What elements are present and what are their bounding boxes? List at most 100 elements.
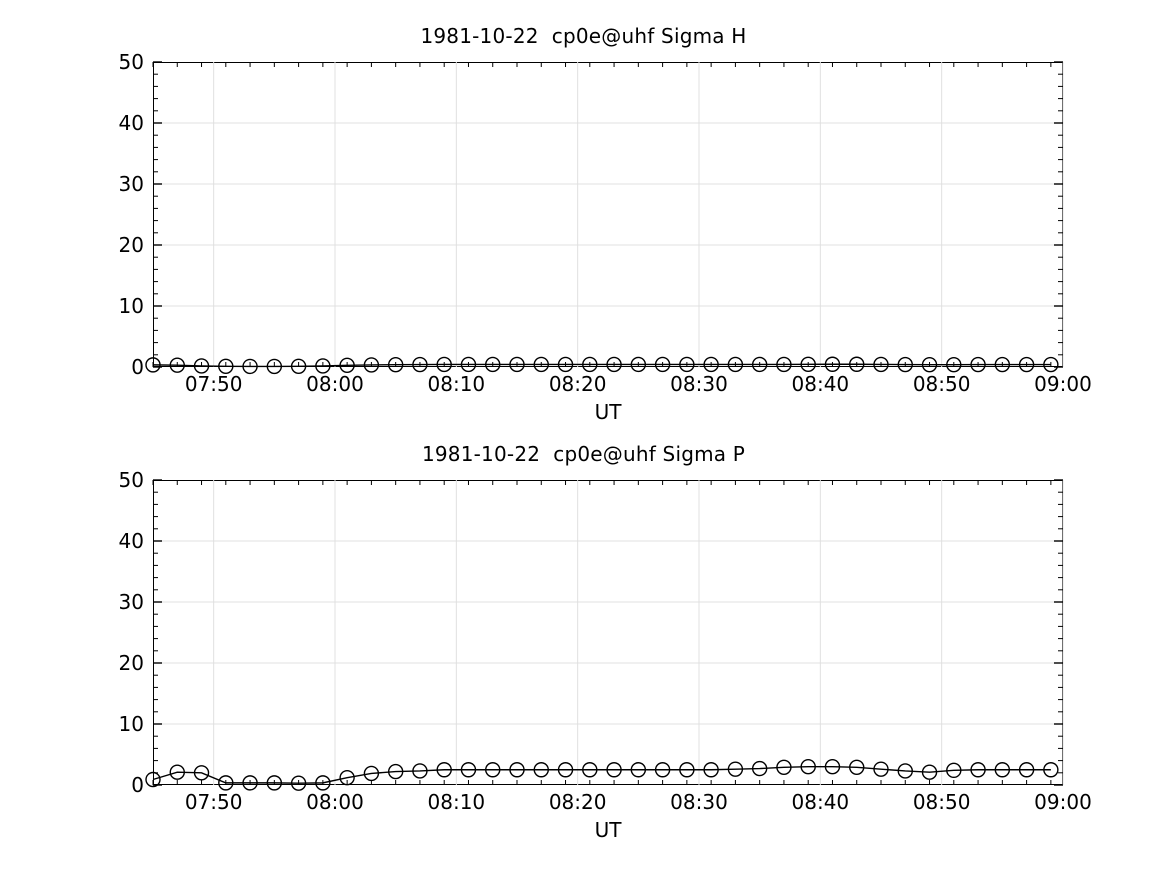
x-axis-tick-labels: 07:50 08:00 08:10 08:20 08:30 08:40 08:50 09:00: [153, 790, 1092, 818]
plot-frame: [153, 480, 1063, 785]
data-point-marker: [776, 356, 792, 373]
data-point-marker: [800, 356, 816, 373]
data-point-marker: [387, 356, 404, 373]
series-line: [152, 766, 1051, 784]
data-point-marker: [533, 356, 549, 373]
x-tick-label: 08:20: [548, 372, 607, 396]
y-tick-label: 50: [118, 50, 144, 74]
x-tick-label: 08:20: [548, 790, 607, 814]
data-point-marker: [654, 356, 671, 373]
data-point-marker: [436, 762, 452, 778]
data-point-marker: [363, 765, 380, 782]
data-point-marker: [557, 762, 574, 778]
data-point-marker: [606, 356, 622, 373]
data-point-marker: [703, 762, 719, 778]
x-tick-label: 09:00: [1034, 790, 1092, 814]
x-tick-label: 08:00: [306, 790, 364, 814]
y-tick-label: 40: [118, 529, 144, 553]
data-point-marker: [169, 357, 185, 373]
data-point-marker: [169, 764, 185, 780]
x-tick-label: 08:40: [791, 790, 850, 814]
chart-title: 1981-10-22 cp0e@uhf Sigma P: [421, 442, 746, 466]
y-tick-label: 0: [131, 773, 144, 797]
data-point-marker: [1018, 356, 1035, 373]
data-point-marker: [897, 763, 913, 779]
data-point-marker: [921, 764, 938, 780]
data-point-marker: [849, 759, 865, 776]
x-tick-label: 08:30: [670, 790, 728, 814]
y-tick-label: 40: [118, 111, 144, 135]
data-point-marker: [363, 357, 380, 373]
y-axis-tick-labels: 0 10 20 30 40 50: [60, 50, 144, 379]
x-axis-label: UT: [594, 400, 622, 424]
data-point-marker: [824, 356, 841, 372]
data-point-marker: [242, 358, 258, 375]
x-tick-label: 08:10: [427, 790, 486, 814]
plot-canvas: [145, 479, 1064, 791]
data-point-marker: [315, 358, 331, 374]
y-tick-label: 30: [118, 590, 144, 614]
data-point-marker: [412, 356, 428, 373]
data-point-marker: [1018, 762, 1035, 778]
data-point-marker: [145, 771, 161, 788]
data-point-marker: [630, 762, 647, 778]
x-tick-label: 09:00: [1034, 372, 1092, 396]
data-point-marker: [606, 762, 622, 778]
y-tick-label: 20: [118, 233, 144, 257]
data-point-marker: [509, 356, 525, 373]
y-tick-label: 20: [118, 651, 144, 675]
data-point-marker: [509, 762, 525, 778]
data-point-marker: [266, 775, 283, 791]
data-point-marker: [533, 762, 549, 778]
data-point-marker: [946, 762, 962, 779]
x-axis-tick-labels: 07:50 08:00 08:10 08:20 08:30 08:40 08:50 09:00: [153, 372, 1092, 400]
chart-sigma-p: 1981-10-22 cp0e@uhf Sigma P 0 10 20 30 40 50 …: [0, 418, 1167, 855]
x-tick-label: 08:50: [912, 372, 971, 396]
plot-frame: [153, 62, 1063, 367]
data-point-marker: [436, 356, 452, 373]
x-tick-label: 08:00: [306, 372, 364, 396]
data-point-marker: [218, 358, 234, 374]
data-point-marker: [339, 769, 355, 786]
data-point-marker: [387, 763, 404, 780]
data-point-marker: [824, 759, 841, 775]
data-point-marker: [290, 358, 307, 374]
data-point-marker: [266, 358, 283, 375]
x-tick-label: 08:40: [791, 372, 850, 396]
data-point-marker: [921, 356, 938, 373]
x-axis-label: UT: [594, 818, 622, 842]
data-point-marker: [315, 775, 331, 791]
y-tick-label: 30: [118, 172, 144, 196]
y-tick-label: 50: [118, 468, 144, 492]
data-point-marker: [679, 356, 695, 373]
data-point-marker: [873, 761, 889, 777]
data-point-marker: [994, 356, 1011, 373]
x-tick-label: 07:50: [184, 790, 243, 814]
data-point-marker: [339, 357, 355, 373]
data-point-marker: [1043, 356, 1059, 373]
data-point-marker: [776, 759, 792, 776]
data-point-marker: [582, 356, 598, 373]
plot-canvas: [145, 61, 1064, 375]
data-point-marker: [679, 762, 695, 778]
data-point-marker: [460, 356, 477, 373]
data-point-marker: [970, 762, 986, 778]
data-point-marker: [897, 356, 913, 373]
data-point-marker: [727, 761, 744, 777]
data-point-marker: [145, 357, 161, 373]
data-point-marker: [873, 356, 889, 373]
data-point-marker: [460, 762, 477, 778]
x-tick-label: 08:50: [912, 790, 971, 814]
data-point-marker: [946, 356, 962, 373]
data-point-marker: [727, 356, 744, 373]
y-tick-label: 0: [131, 355, 144, 379]
data-point-marker: [703, 356, 719, 373]
data-point-marker: [242, 775, 258, 791]
data-point-marker: [630, 356, 647, 373]
x-tick-label: 08:10: [427, 372, 486, 396]
data-point-marker: [557, 356, 574, 373]
data-point-marker: [800, 759, 816, 775]
data-point-marker: [654, 762, 671, 778]
chart-sigma-h: 1981-10-22 cp0e@uhf Sigma H 0 10 20 30 40 50 …: [0, 0, 1167, 437]
